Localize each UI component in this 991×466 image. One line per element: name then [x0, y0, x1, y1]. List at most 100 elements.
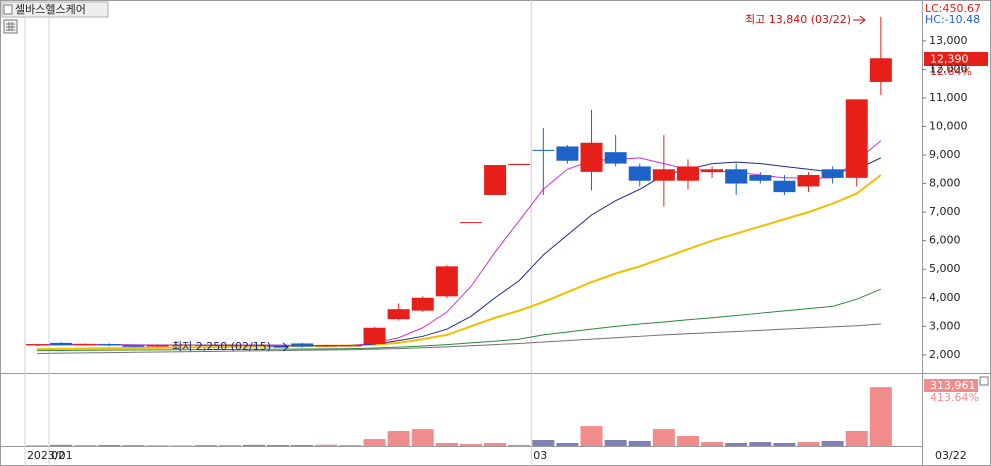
volume-bar: [315, 444, 338, 446]
candle-body: [869, 58, 892, 82]
candle-body: [387, 309, 410, 320]
close-button[interactable]: [979, 376, 989, 386]
last-price: 12,390: [930, 53, 969, 66]
y-tick-label: 5,000: [929, 262, 961, 275]
volume-bar: [508, 444, 531, 446]
candle-body: [749, 175, 772, 181]
hc-label: HC:-10.48: [925, 13, 980, 26]
title-box: [1, 1, 109, 18]
candle-body: [508, 163, 531, 166]
volume-bar: [194, 445, 217, 446]
high-arrow: [853, 15, 866, 25]
volume-bar: [98, 445, 121, 446]
volume-bar: [845, 431, 868, 446]
low-annotation: 최저 2,250 (02/15): [172, 340, 271, 353]
high-annotation: 최고 13,840 (03/22): [745, 13, 851, 26]
volume-last-box: [924, 379, 978, 392]
volume-bar: [291, 445, 314, 446]
volume-bar: [580, 426, 603, 446]
last-date: 03/22: [935, 449, 967, 462]
volume-bar: [387, 431, 410, 446]
candle-body: [821, 169, 844, 178]
grid-icon-lines: [6, 22, 15, 31]
candle-body: [363, 327, 386, 345]
candle-body: [701, 169, 724, 173]
lc-label: LC:450.67: [925, 2, 981, 15]
candle-body: [628, 166, 651, 181]
candle-body: [459, 222, 482, 224]
candle-body: [484, 165, 507, 195]
candle-body: [26, 344, 48, 346]
volume-last: 313,961: [930, 379, 976, 392]
candle-body: [170, 344, 193, 346]
volume-bar: [459, 443, 482, 446]
y-tick-label: 13,000: [929, 34, 968, 47]
volume-bar: [725, 443, 748, 446]
y-tick-label: 8,000: [929, 177, 961, 190]
moving-average: [36, 288, 882, 352]
volume-bar: [267, 445, 290, 446]
candle-body: [604, 152, 627, 164]
candle-body: [580, 142, 603, 172]
y-tick-label: 12,000: [929, 62, 968, 75]
moving-average: [36, 174, 882, 351]
y-tick-label: 6,000: [929, 234, 961, 247]
candle-body: [556, 146, 579, 161]
candle-body: [339, 345, 362, 347]
volume-change: 413.64%: [930, 391, 979, 404]
volume-bar: [797, 442, 820, 446]
volume-bar: [821, 440, 844, 446]
candle-body: [146, 344, 169, 347]
candle-body: [773, 180, 796, 193]
volume-bar: [556, 443, 579, 446]
volume-bar: [652, 429, 675, 446]
candle-body: [122, 345, 145, 347]
volume-bar: [749, 442, 772, 446]
x-tick-label: 03: [533, 449, 547, 462]
volume-bar: [146, 445, 169, 446]
volume-bar: [628, 440, 651, 446]
candle-body: [98, 344, 121, 346]
moving-average: [36, 140, 882, 347]
y-tick-label: 3,000: [929, 319, 961, 332]
candle-body: [532, 149, 555, 151]
volume-bar: [484, 443, 507, 446]
volume-bar: [170, 445, 193, 446]
volume-bar: [773, 443, 796, 446]
volume-bar: [218, 445, 241, 446]
candle-body: [291, 343, 314, 347]
candle-body: [315, 345, 338, 347]
volume-bar: [26, 445, 48, 446]
candle-body: [797, 175, 820, 187]
moving-average: [36, 323, 881, 354]
candle-body: [845, 99, 868, 178]
volume-bar: [50, 444, 73, 446]
moving-average: [36, 157, 882, 346]
y-tick-label: 4,000: [929, 291, 961, 304]
candle-body: [652, 169, 675, 181]
candle-body: [411, 297, 434, 311]
x-tick-label: 2023/01: [27, 449, 73, 462]
volume-bar: [242, 444, 265, 446]
volume-bar: [122, 445, 145, 446]
chart-title: 셀바스헬스케어: [15, 3, 86, 16]
candle-body: [50, 342, 73, 346]
candle-body: [242, 344, 265, 346]
candle-body: [435, 266, 458, 297]
volume-bar: [74, 445, 97, 446]
candle-body: [218, 344, 241, 346]
y-tick-label: 7,000: [929, 205, 961, 218]
volume-bar: [411, 429, 434, 446]
volume-bar: [701, 442, 724, 446]
volume-bar: [604, 440, 627, 446]
y-tick-label: 9,000: [929, 148, 961, 161]
volume-bar: [435, 443, 458, 446]
candle-body: [676, 166, 699, 181]
volume-bar: [676, 436, 699, 446]
x-tick-label: 02: [51, 449, 65, 462]
y-tick-label: 10,000: [929, 119, 968, 132]
low-arrow: [274, 342, 289, 352]
last-price-box: [924, 52, 988, 66]
